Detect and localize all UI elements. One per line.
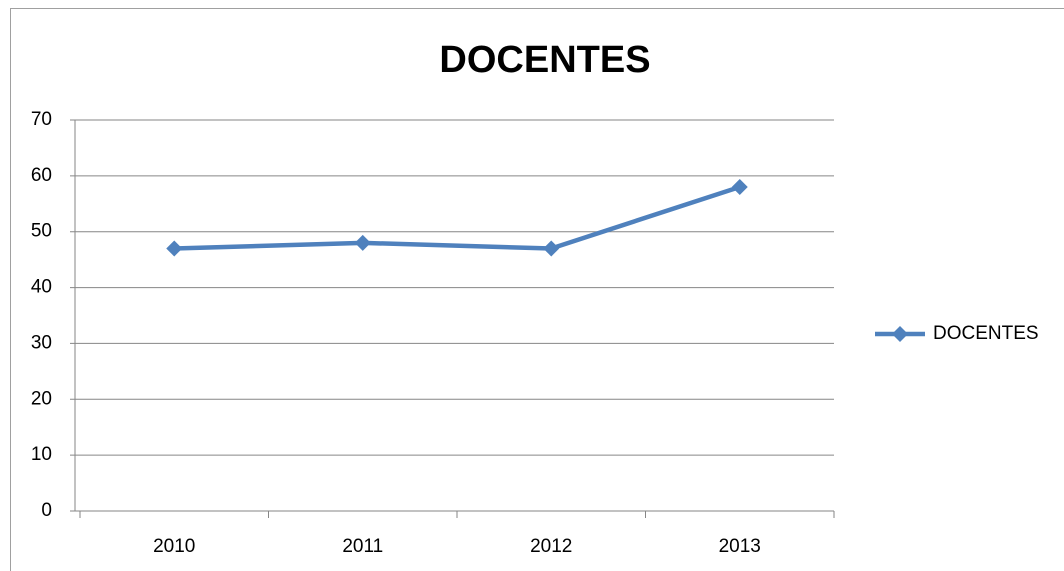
data-point — [731, 179, 748, 196]
x-tick-label: 2012 — [530, 536, 572, 557]
y-tick-label: 60 — [31, 165, 52, 186]
y-tick-label: 0 — [41, 500, 52, 521]
data-point — [354, 234, 371, 251]
y-tick-label: 30 — [31, 332, 52, 353]
chart-title: DOCENTES — [439, 39, 650, 81]
x-tick-label: 2010 — [153, 536, 195, 557]
y-tick-label: 10 — [31, 444, 52, 465]
y-tick-label: 20 — [31, 388, 52, 409]
y-tick-label: 50 — [31, 221, 52, 242]
x-tick-label: 2011 — [342, 536, 383, 557]
y-tick-label: 40 — [31, 277, 52, 298]
data-point — [543, 240, 560, 257]
chart-frame — [10, 8, 1064, 571]
series-line — [174, 184, 741, 251]
data-point — [166, 240, 183, 257]
x-tick-label: 2013 — [719, 536, 761, 557]
legend-marker — [892, 326, 908, 342]
legend-label: DOCENTES — [933, 323, 1039, 344]
y-tick-label: 70 — [31, 109, 52, 130]
